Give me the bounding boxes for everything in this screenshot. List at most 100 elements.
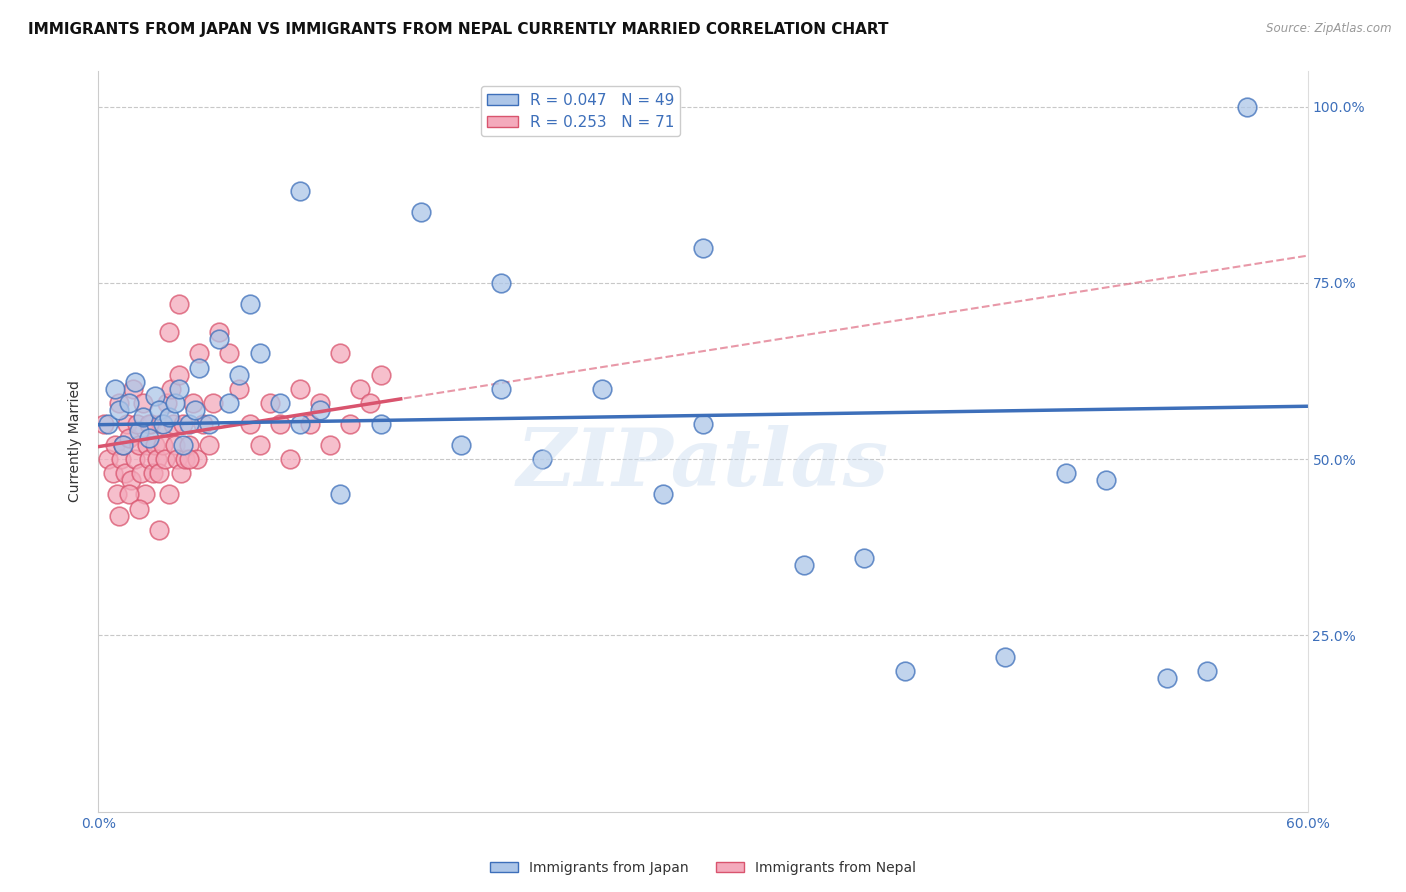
Point [143, 389, 166, 403]
Point [129, 467, 152, 481]
Point [179, 417, 201, 431]
Point [228, 368, 250, 382]
Point [179, 452, 201, 467]
Point [101, 467, 124, 481]
Point [148, 467, 170, 481]
Point [793, 558, 815, 572]
Point [97, 417, 120, 431]
Point [148, 523, 170, 537]
Point [125, 417, 148, 431]
Point [156, 396, 179, 410]
Point [167, 382, 190, 396]
Point [329, 487, 352, 501]
Point [239, 417, 262, 431]
Point [1095, 473, 1118, 487]
Point [97, 452, 120, 467]
Point [450, 438, 472, 452]
Point [651, 487, 673, 501]
Point [184, 402, 207, 417]
Point [120, 473, 142, 487]
Point [148, 402, 170, 417]
Point [138, 417, 160, 431]
Legend: Immigrants from Japan, Immigrants from Nepal: Immigrants from Japan, Immigrants from N… [484, 855, 922, 880]
Point [138, 431, 160, 445]
Point [188, 360, 211, 375]
Point [491, 276, 513, 290]
Point [1156, 671, 1178, 685]
Point [157, 325, 180, 339]
Point [107, 508, 129, 523]
Point [152, 438, 174, 452]
Point [1054, 467, 1077, 481]
Point [121, 382, 143, 396]
Point [491, 382, 513, 396]
Point [160, 382, 183, 396]
Point [163, 396, 186, 410]
Point [138, 452, 160, 467]
Text: ZIPatlas: ZIPatlas [517, 425, 889, 502]
Point [409, 205, 432, 219]
Point [370, 368, 392, 382]
Point [360, 396, 382, 410]
Point [288, 382, 311, 396]
Point [218, 396, 240, 410]
Point [111, 438, 134, 452]
Point [167, 368, 190, 382]
Point [107, 396, 129, 410]
Point [118, 431, 141, 445]
Point [193, 417, 215, 431]
Point [174, 452, 197, 467]
Point [530, 452, 553, 467]
Point [339, 417, 361, 431]
Point [146, 452, 169, 467]
Point [157, 409, 180, 424]
Text: Source: ZipAtlas.com: Source: ZipAtlas.com [1267, 22, 1392, 36]
Point [329, 346, 352, 360]
Point [208, 325, 231, 339]
Point [128, 438, 150, 452]
Point [349, 382, 371, 396]
Point [172, 438, 194, 452]
Point [591, 382, 613, 396]
Point [166, 452, 188, 467]
Point [103, 382, 125, 396]
Point [249, 438, 271, 452]
Point [288, 417, 311, 431]
Point [269, 417, 291, 431]
Point [170, 467, 193, 481]
Point [198, 438, 221, 452]
Point [149, 417, 172, 431]
Point [152, 417, 174, 431]
Point [692, 241, 714, 255]
Point [994, 649, 1017, 664]
Point [278, 452, 301, 467]
Point [142, 467, 165, 481]
Point [128, 501, 150, 516]
Point [103, 438, 125, 452]
Point [110, 452, 132, 467]
Point [181, 396, 204, 410]
Point [893, 664, 915, 678]
Point [132, 409, 155, 424]
Point [107, 402, 129, 417]
Point [218, 346, 240, 360]
Point [124, 375, 146, 389]
Point [172, 417, 194, 431]
Point [692, 417, 714, 431]
Point [259, 396, 281, 410]
Point [118, 396, 141, 410]
Point [239, 297, 262, 311]
Point [93, 417, 115, 431]
Point [269, 396, 291, 410]
Point [179, 438, 201, 452]
Point [319, 438, 342, 452]
Point [105, 487, 128, 501]
Point [157, 487, 180, 501]
Point [118, 487, 141, 501]
Point [299, 417, 322, 431]
Point [309, 402, 332, 417]
Point [153, 452, 176, 467]
Point [128, 424, 150, 438]
Point [228, 382, 250, 396]
Point [114, 467, 136, 481]
